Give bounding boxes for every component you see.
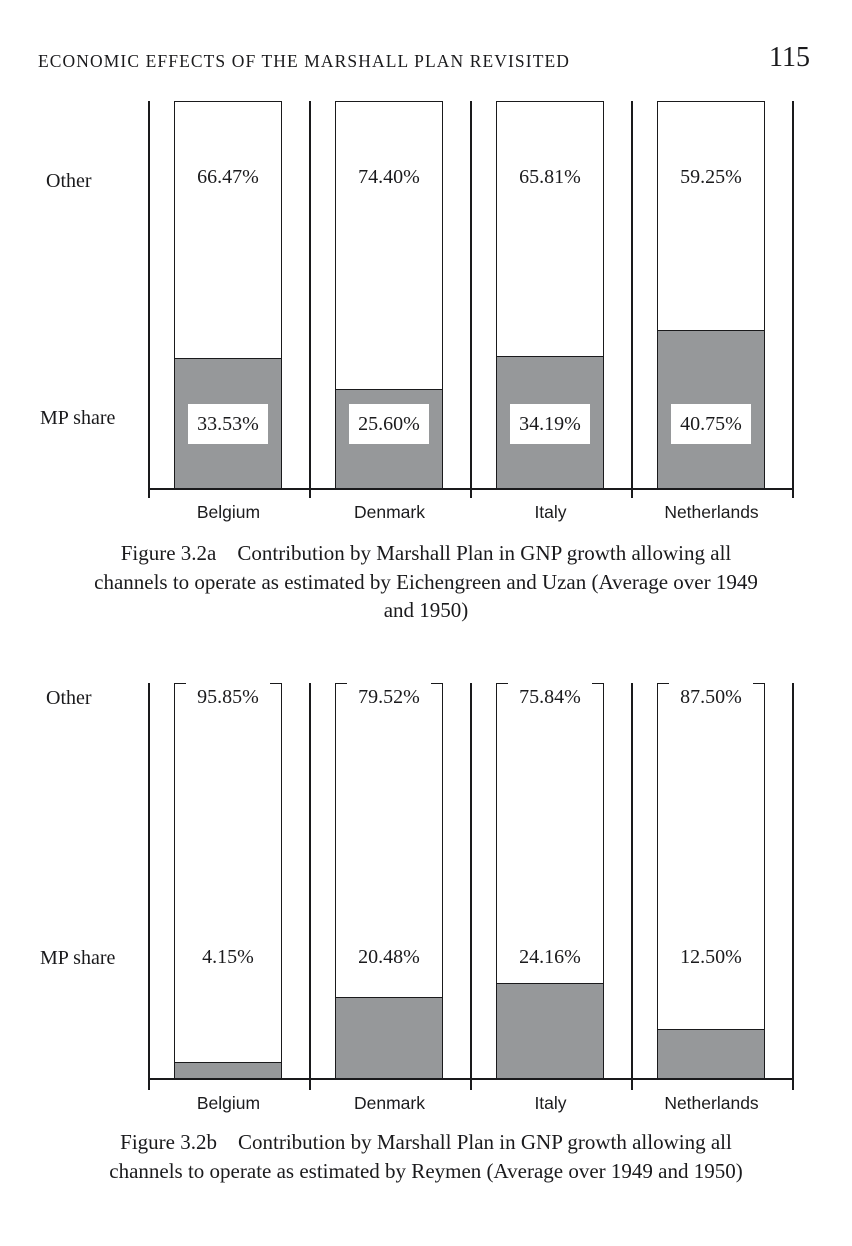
mp-share-fill xyxy=(336,997,442,1079)
figure-caption-3-2a: Figure 3.2a Contribution by Marshall Pla… xyxy=(36,539,816,625)
category-label-italy-b: Italy xyxy=(534,1093,567,1113)
bar-denmark-b: 79.52% 20.48% xyxy=(335,675,443,1080)
mp-share-fill xyxy=(497,982,603,1079)
bar-italy-a: 65.81% 34.19% xyxy=(496,101,604,490)
other-value-label: 87.50% xyxy=(669,675,753,719)
mp-value-label: 25.60% xyxy=(349,404,429,444)
bar-belgium-a: 66.47% 33.53% xyxy=(174,101,282,490)
row-label-mp-share-a: MP share xyxy=(40,407,116,429)
category-label-netherlands-a: Netherlands xyxy=(664,502,759,522)
bar-italy-b: 75.84% 24.16% xyxy=(496,675,604,1080)
mp-value-label: 33.53% xyxy=(188,404,268,444)
mp-value-label: 4.15% xyxy=(202,946,254,968)
axis-line xyxy=(148,101,150,498)
axis-line xyxy=(792,683,794,1090)
caption-line: channels to operate as estimated by Reym… xyxy=(109,1158,743,1183)
x-axis-line xyxy=(148,1078,794,1080)
axis-line xyxy=(631,683,633,1090)
row-label-other-b: Other xyxy=(46,687,92,709)
caption-line: Figure 3.2a Contribution by Marshall Pla… xyxy=(120,541,732,565)
mp-value-label: 34.19% xyxy=(510,404,590,444)
mp-value-label: 20.48% xyxy=(358,946,420,968)
caption-line: Figure 3.2b Contribution by Marshall Pla… xyxy=(120,1130,732,1154)
axis-line xyxy=(470,101,472,498)
other-value-label: 79.52% xyxy=(347,675,431,719)
chart-figure-3-2b: 95.85% 4.15% 79.52% 20.48% 75.84% 24.16%… xyxy=(148,675,794,1123)
bar-netherlands-a: 59.25% 40.75% xyxy=(657,101,765,490)
axis-line xyxy=(148,683,150,1090)
other-value-label: 75.84% xyxy=(508,675,592,719)
other-value-label: 66.47% xyxy=(197,166,259,188)
mp-value-label: 40.75% xyxy=(671,404,751,444)
mp-share-fill xyxy=(175,1061,281,1079)
axis-line xyxy=(309,101,311,498)
chart-figure-3-2a: 66.47% 33.53% 74.40% 25.60% 65.81% 34.19… xyxy=(148,101,794,531)
other-value-label: 65.81% xyxy=(519,166,581,188)
category-label-belgium-b: Belgium xyxy=(196,1093,261,1113)
caption-line: channels to operate as estimated by Eich… xyxy=(94,569,758,594)
other-value-label: 74.40% xyxy=(358,166,420,188)
bar-denmark-a: 74.40% 25.60% xyxy=(335,101,443,490)
header-title: ECONOMIC EFFECTS OF THE MARSHALL PLAN RE… xyxy=(38,51,571,71)
page-number: 115 xyxy=(769,42,810,73)
axis-line xyxy=(631,101,633,498)
mp-share-fill xyxy=(658,1028,764,1079)
category-label-netherlands-b: Netherlands xyxy=(664,1093,759,1113)
figure-caption-3-2b: Figure 3.2b Contribution by Marshall Pla… xyxy=(36,1128,816,1185)
category-label-denmark-a: Denmark xyxy=(354,502,425,522)
other-value-label: 95.85% xyxy=(186,675,270,719)
mp-value-label: 12.50% xyxy=(680,946,742,968)
category-label-denmark-b: Denmark xyxy=(354,1093,425,1113)
other-value-label: 59.25% xyxy=(680,166,742,188)
row-label-other-a: Other xyxy=(46,170,92,192)
mp-value-label: 24.16% xyxy=(519,946,581,968)
bar-netherlands-b: 87.50% 12.50% xyxy=(657,675,765,1080)
category-label-italy-a: Italy xyxy=(534,502,567,522)
x-axis-line xyxy=(148,488,794,490)
axis-line xyxy=(470,683,472,1090)
axis-line xyxy=(792,101,794,498)
bar-belgium-b: 95.85% 4.15% xyxy=(174,675,282,1080)
caption-line: and 1950) xyxy=(383,598,469,622)
axis-line xyxy=(309,683,311,1090)
row-label-mp-share-b: MP share xyxy=(40,947,116,969)
category-label-belgium-a: Belgium xyxy=(196,502,261,522)
